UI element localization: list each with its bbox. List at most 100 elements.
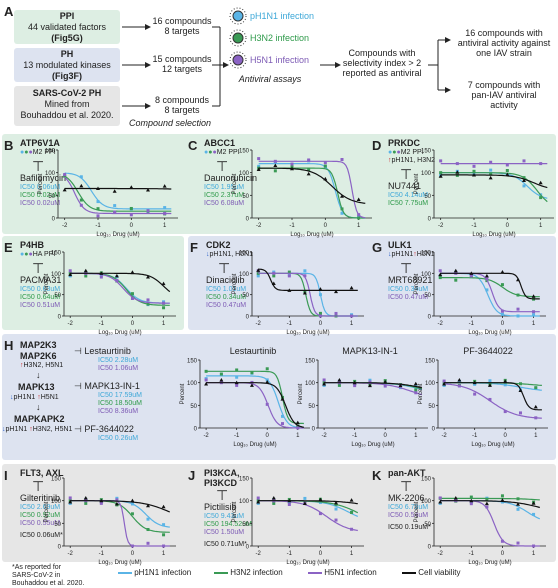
drug-name: NU7441 xyxy=(388,181,422,191)
sars-title: SARS-CoV-2 PH xyxy=(32,88,102,98)
y-tick-label: 150 xyxy=(239,477,250,483)
curve-line xyxy=(258,272,358,317)
x-tick-label: -1 xyxy=(234,433,240,439)
panel-b-label: B xyxy=(4,138,14,153)
drug-mapk13in1: MAPK13-IN-1 xyxy=(84,381,140,391)
data-point xyxy=(340,194,344,198)
target-tag-text: pH1N1, H5N1 xyxy=(209,251,254,258)
data-point xyxy=(130,296,134,300)
curve-line xyxy=(70,500,170,547)
data-point xyxy=(115,498,119,502)
data-point xyxy=(287,288,292,292)
data-point xyxy=(271,281,276,286)
ic50-value: IC50 0.64uM xyxy=(20,294,61,301)
inhibit-icon: ⊣ xyxy=(74,424,85,434)
data-point xyxy=(307,167,311,171)
y-tick-label: 0 xyxy=(428,545,432,551)
data-point xyxy=(68,269,72,273)
data-point xyxy=(469,274,473,278)
inhibit-icon: ⊤ xyxy=(32,260,45,276)
x-tick-label: -2 xyxy=(256,223,262,229)
data-point xyxy=(272,271,276,275)
data-point xyxy=(438,174,443,178)
data-point xyxy=(115,496,119,500)
y-axis-label: Percent xyxy=(414,173,420,194)
data-point xyxy=(500,309,504,313)
data-point xyxy=(532,544,536,548)
data-point xyxy=(249,383,254,387)
footnote-1: *As reported for xyxy=(12,564,62,571)
data-point xyxy=(99,498,104,503)
x-tick-label: -1 xyxy=(287,321,293,327)
data-point xyxy=(296,424,300,428)
drug-name: Gilteritinib xyxy=(20,493,61,503)
y-tick-label: 100 xyxy=(187,381,198,387)
data-point xyxy=(146,298,150,302)
panel-a-arrows xyxy=(122,24,451,109)
plot-panel-j: 0 50 100 150 -2 -1 0 1 Percent Log₁₀ Drug (uM) xyxy=(232,477,364,566)
x-axis-label: Log₁₀ Drug (uM) xyxy=(468,560,511,566)
data-point xyxy=(487,383,492,387)
data-point xyxy=(438,272,443,277)
data-point xyxy=(307,158,311,162)
ic50-value: IC50 0.34uM xyxy=(206,294,247,301)
data-point xyxy=(318,497,323,502)
data-point xyxy=(256,500,261,504)
target-name: ATP6V1A xyxy=(20,138,60,148)
target-tag: ↓pH1N1, H5N1 xyxy=(206,251,253,259)
data-point xyxy=(414,391,418,395)
plot-title-lestaurtinib: Lestaurtinib xyxy=(229,346,277,356)
data-point xyxy=(162,523,166,527)
data-point xyxy=(281,422,284,426)
tag-mid1-text: pH1N1 xyxy=(13,394,36,401)
curve-line xyxy=(444,382,542,411)
data-point xyxy=(438,496,442,500)
data-point xyxy=(306,171,311,176)
legend-ph1n1: pH1N1 infection xyxy=(118,568,191,577)
data-point xyxy=(353,384,357,388)
data-point xyxy=(162,184,167,188)
x-axis-label: Log₁₀ Drug (uM) xyxy=(96,232,139,238)
ic50-value: IC50 6.79uM xyxy=(388,504,429,511)
legend-h3n2: H3N2 infection xyxy=(214,568,283,577)
x-tick-label: 1 xyxy=(163,223,167,229)
y-tick-label: 50 xyxy=(424,293,431,299)
data-point xyxy=(130,544,134,548)
data-point xyxy=(533,404,538,409)
data-point xyxy=(272,274,276,278)
y-tick-label: 50 xyxy=(428,404,435,410)
tag-top-text: H3N2, H5N1 xyxy=(23,362,64,369)
y-tick-label: 50 xyxy=(308,404,315,410)
virus-dots-icon: ●●● xyxy=(20,149,33,156)
data-point xyxy=(539,196,543,200)
outcome-1: 16 compounds with antiviral activity aga… xyxy=(452,28,556,58)
curve-line xyxy=(258,500,358,505)
data-point xyxy=(519,411,522,415)
y-tick-label: 0 xyxy=(432,427,436,433)
y-tick-label: 0 xyxy=(52,217,56,223)
data-point xyxy=(469,495,473,499)
inhibit-icon: ⊣ xyxy=(74,381,85,391)
x-axis-label: Log₁₀ Drug (uM) xyxy=(290,232,333,238)
data-point xyxy=(146,188,150,192)
data-point xyxy=(340,211,344,215)
curve-line xyxy=(258,272,358,317)
target-name: PI3KCA, PI3KCD xyxy=(204,468,240,488)
drug-name: MRT68921 xyxy=(388,275,433,285)
drug-lestaurtinib: Lestaurtinib xyxy=(84,346,131,356)
data-point xyxy=(265,380,270,384)
x-tick-label: -2 xyxy=(438,321,444,327)
plot-title-mapk13in1: MAPK13-IN-1 xyxy=(342,346,398,356)
data-point xyxy=(500,270,505,274)
out1-2: antiviral activity against xyxy=(457,38,551,48)
drug-pf3644022: PF-3644022 xyxy=(84,424,134,434)
data-point xyxy=(516,277,520,282)
data-point xyxy=(79,203,83,207)
ph-source-box xyxy=(14,48,120,82)
data-point xyxy=(488,397,492,401)
data-point xyxy=(322,378,326,382)
data-point xyxy=(398,383,403,388)
x-tick-label: 1 xyxy=(532,321,536,327)
data-point xyxy=(265,367,269,371)
data-point xyxy=(383,379,388,384)
